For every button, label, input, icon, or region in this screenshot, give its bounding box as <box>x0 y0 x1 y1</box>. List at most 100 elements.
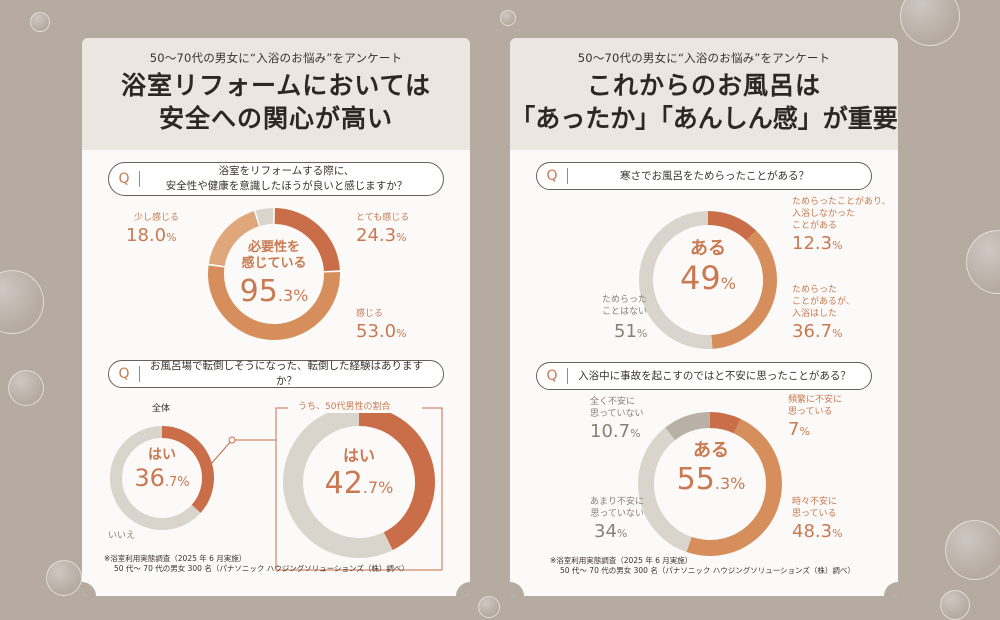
label-line: ためらった <box>792 285 838 295</box>
slice-remaining <box>255 208 274 227</box>
center-value: 95.3% <box>218 274 330 314</box>
panel-title: 浴室リフォームにおいては 安全への関心が高い <box>82 69 470 135</box>
label-never-hesitated: ためらった ことはない <box>602 294 647 318</box>
value-number: 53.0 <box>356 321 397 342</box>
label-line: 全く不安に <box>590 397 636 407</box>
label-line: 思っていない <box>590 409 644 419</box>
label-slightly-feel: 少し感じる <box>134 213 180 223</box>
donut-chart-fall-men50 <box>283 406 435 558</box>
slice-sometimes-anxious <box>686 418 782 556</box>
center-yes: はい <box>148 447 176 463</box>
right-panel: 50〜70代の男女に“入浴のお悩み”をアンケート これからのお風呂は 「あったか… <box>510 38 898 596</box>
value-rarely-anxious: 34% <box>594 522 627 544</box>
bubble-decoration <box>945 520 1000 580</box>
slice-hesitated-skipped <box>707 211 757 241</box>
title-line-1: 浴室リフォームにおいては <box>120 71 431 100</box>
value-hesitated-skipped: 12.3% <box>792 234 843 256</box>
leader-line <box>203 439 233 473</box>
footnote-line-1: ※浴室利用実態調査（2025 年 6 月実施） <box>550 556 693 565</box>
value-unit: % <box>166 231 177 244</box>
question-1: Q 寒さでお風呂をためらったことがある？ <box>536 162 872 190</box>
slice-yes <box>161 426 214 513</box>
slice-no <box>110 426 201 530</box>
title-line-1: これからのお風呂は <box>586 71 821 100</box>
q-separator <box>139 171 140 187</box>
center-value-decimal: .7 <box>362 478 379 497</box>
question-text: お風呂場で転倒しそうになった、転倒した経験はありますか？ <box>150 360 423 387</box>
panel-header: 50〜70代の男女に“入浴のお悩み”をアンケート 浴室リフォームにおいては 安全… <box>82 38 470 150</box>
left-panel: 50〜70代の男女に“入浴のお悩み”をアンケート 浴室リフォームにおいては 安全… <box>82 38 470 596</box>
value-unit: % <box>396 327 407 340</box>
value-often-anxious: 7% <box>788 420 810 442</box>
slice-never-anxious <box>665 412 711 441</box>
label-line: 時々不安に <box>792 497 838 507</box>
q-mark: Q <box>546 368 558 384</box>
value-number: 10.7 <box>590 421 631 442</box>
label-line: ためらった <box>602 295 648 305</box>
men-center-label: はい 42.7% <box>304 446 414 506</box>
donut-center-label: ある 55.3% <box>666 440 756 502</box>
center-value-decimal: .3 <box>714 474 731 493</box>
value-unit: % <box>396 231 407 244</box>
footnote: ※浴室利用実態調査（2025 年 6 月実施） 50 代〜 70 代の男女 30… <box>550 556 855 576</box>
q-mark: Q <box>118 366 130 382</box>
question-text: 浴室をリフォームする際に、 安全性や健康を意識したほうが良いと感じますか？ <box>146 164 443 194</box>
center-value-int: 55 <box>676 462 715 497</box>
center-value: 49% <box>668 260 748 302</box>
label-hesitated-bathed: ためらった ことがあるが、 入浴はした <box>792 284 855 320</box>
panel-corner-notch <box>884 582 898 596</box>
bubble-decoration <box>966 230 1000 294</box>
value-number: 36.7 <box>792 321 833 342</box>
center-label: ある <box>693 440 729 461</box>
slice-rarely-anxious <box>638 427 692 553</box>
all-center-label: はい 36.7% <box>122 446 202 497</box>
slice-slightly-feel <box>208 211 260 267</box>
question-2: Q 入浴中に事故を起こすのではと不安に思ったことがある？ <box>536 362 872 390</box>
donut-center-label: 必要性を 感じている 95.3% <box>218 240 330 314</box>
center-value-int: 95 <box>239 274 278 309</box>
slice-often-anxious <box>709 412 741 434</box>
value-feel: 53.0% <box>356 322 407 344</box>
slice-hesitated-bathed <box>711 230 777 349</box>
q-mark: Q <box>546 168 558 184</box>
label-feel: 感じる <box>356 309 384 319</box>
label-often-anxious: 頻繁に不安に 思っている <box>788 394 842 418</box>
panel-corner-notch <box>456 582 470 596</box>
label-hesitated-skipped: ためらったことがあり、 入浴しなかった ことがある <box>792 196 891 232</box>
title-line-2: 「あったか」「あんしん感」が重要 <box>510 104 898 133</box>
men-frame <box>275 407 443 571</box>
value-unit: % <box>832 527 843 540</box>
value-unit: % <box>616 527 628 540</box>
center-value: 55.3% <box>666 462 756 502</box>
bubble-decoration <box>940 590 970 620</box>
center-value-unit: % <box>177 475 190 490</box>
bubble-decoration <box>46 560 82 596</box>
value-strongly-feel: 24.3% <box>356 226 407 248</box>
center-label: ある <box>690 238 726 259</box>
center-value-unit: % <box>730 474 746 493</box>
value-number: 12.3 <box>792 233 833 254</box>
slice-remaining <box>283 406 393 558</box>
question-text: 入浴中に事故を起こすのではと不安に思ったことがある？ <box>578 369 851 382</box>
slice-strongly-feel <box>274 208 340 272</box>
donut-chart-safety <box>208 208 340 340</box>
center-value-unit: % <box>378 478 394 497</box>
value-unit: % <box>636 327 648 340</box>
value-unit: % <box>832 239 843 252</box>
center-value-unit: % <box>293 286 309 305</box>
value-number: 18.0 <box>126 225 167 246</box>
label-line: あまり不安に <box>590 497 645 507</box>
value-never-anxious: 10.7% <box>590 422 641 444</box>
bubble-decoration <box>500 10 516 26</box>
label-line: 入浴しなかった <box>792 209 856 219</box>
bubble-decoration <box>30 12 50 32</box>
label-line: 思っていない <box>590 509 645 519</box>
value-number: 24.3 <box>356 225 397 246</box>
label-never-anxious: 全く不安に 思っていない <box>590 396 644 420</box>
panel-header: 50〜70代の男女に“入浴のお悩み”をアンケート これからのお風呂は 「あったか… <box>510 38 898 150</box>
value-number: 51 <box>614 321 637 342</box>
label-strongly-feel: とても感じる <box>356 213 410 223</box>
center-value-int: 49 <box>680 259 721 297</box>
value-unit: % <box>799 425 810 438</box>
label-line: ことがある <box>792 221 838 231</box>
